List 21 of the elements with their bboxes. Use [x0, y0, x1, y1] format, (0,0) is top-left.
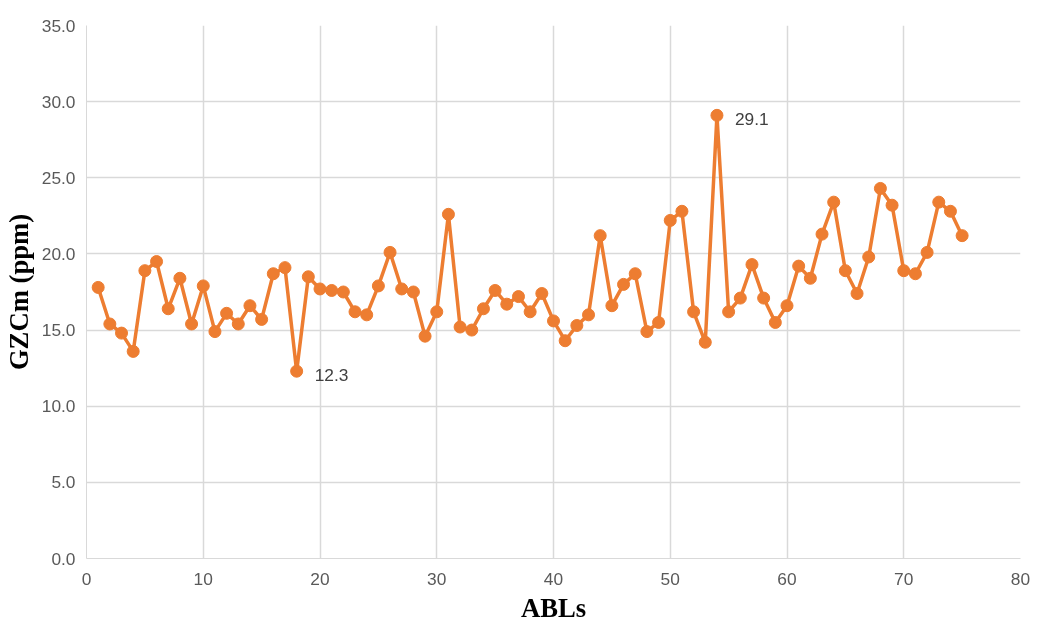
x-tick-label: 10 [193, 568, 213, 589]
data-label: 12.3 [314, 365, 349, 386]
x-tick-label: 30 [427, 568, 447, 589]
x-tick-label: 70 [894, 568, 914, 589]
y-tick-label: 35.0 [41, 15, 76, 36]
x-tick-label: 40 [543, 568, 564, 589]
x-tick-label: 50 [660, 568, 680, 589]
x-tick-label: 80 [1010, 568, 1031, 589]
x-axis-title: ABLs [520, 592, 587, 623]
y-tick-label: 25.0 [41, 167, 76, 188]
data-label: 29.1 [734, 109, 769, 130]
y-tick-label: 20.0 [41, 243, 76, 264]
y-tick-label: 0.0 [51, 548, 76, 569]
y-tick-label: 5.0 [51, 472, 76, 493]
x-tick-label: 60 [777, 568, 797, 589]
y-tick-label: 15.0 [41, 320, 76, 341]
x-tick-label: 20 [310, 568, 330, 589]
y-tick-label: 10.0 [41, 396, 76, 417]
y-axis-title: GZCm (ppm) [3, 213, 34, 371]
x-tick-label: 0 [81, 568, 92, 589]
y-tick-label: 30.0 [41, 91, 76, 112]
